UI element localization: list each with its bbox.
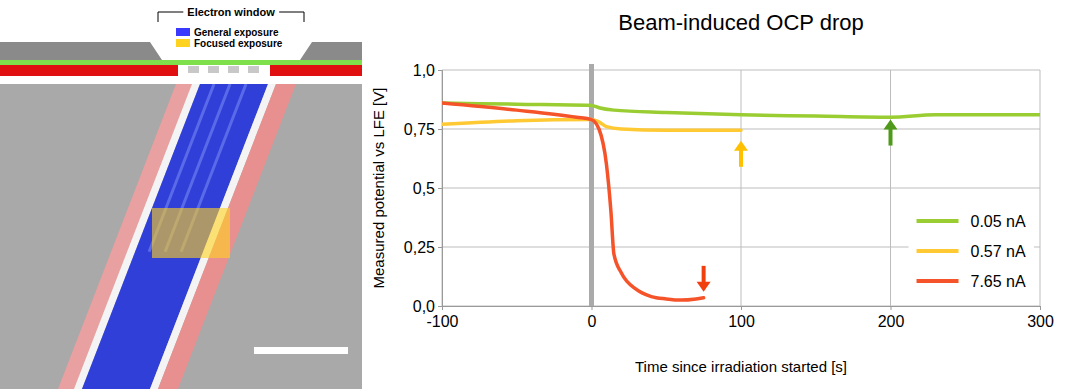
- x-tick-label: 100: [728, 313, 755, 330]
- y-axis-title: Measured potential vs LFE [V]: [370, 88, 387, 289]
- header-bracket: [158, 12, 304, 22]
- schematic-background: [0, 0, 362, 84]
- x-tick-mark: [442, 306, 443, 310]
- y-tick: 1,0: [413, 62, 442, 79]
- x-tick-label: 200: [878, 313, 905, 330]
- arrow: [697, 266, 711, 292]
- x-tick-label: 300: [1027, 313, 1054, 330]
- y-tick-mark: [438, 306, 442, 307]
- band-edge-right-white: [150, 84, 276, 389]
- electrode-left: [0, 65, 178, 76]
- chart: Beam-induced OCP drop 0,0 0,25 0,5 0,75 1,0 -1…: [370, 10, 1054, 375]
- electrode-finger: [188, 66, 199, 73]
- diagram-legend-swatch: [176, 28, 190, 36]
- legend: 0.05 nA 0.57 nA 7.65 nA: [909, 202, 1034, 300]
- x-tick-mark: [891, 306, 892, 310]
- x-axis: -100 0 100 200 300: [426, 306, 1053, 330]
- y-tick-label: 0,5: [413, 180, 435, 197]
- arrow-head: [734, 141, 748, 151]
- diagram-legend-label: Focused exposure: [194, 38, 283, 49]
- y-tick-label: 0,75: [404, 121, 435, 138]
- membrane: [0, 60, 362, 65]
- x-tick-label: -100: [426, 313, 458, 330]
- x-tick: 0: [588, 306, 597, 330]
- y-tick-mark: [438, 70, 442, 71]
- y-tick-label: 0,25: [404, 239, 435, 256]
- arrow-shaft: [702, 266, 706, 284]
- y-tick: 0,5: [413, 180, 442, 197]
- y-tick: 0,75: [404, 121, 442, 138]
- arrow-shaft: [889, 128, 893, 146]
- plot-marks: [442, 103, 1040, 300]
- x-tick-mark: [592, 306, 593, 310]
- y-axis: 0,0 0,25 0,5 0,75 1,0: [404, 62, 443, 315]
- x-tick-mark: [741, 306, 742, 310]
- arrow: [884, 120, 898, 146]
- diagram-header: Electron window: [187, 6, 275, 18]
- legend-background: [909, 202, 1034, 300]
- y-tick-mark: [438, 188, 442, 189]
- electrode-finger: [208, 66, 219, 73]
- x-tick: 100: [728, 306, 755, 330]
- arrow-shaft: [739, 149, 743, 167]
- grid: [442, 70, 1040, 306]
- electrode-right: [270, 65, 362, 76]
- grid-line-x: [890, 70, 891, 306]
- legend-label: 0.57 nA: [971, 243, 1026, 260]
- x-axis-line: [443, 307, 1041, 311]
- micrograph-background: [0, 84, 362, 389]
- x-tick-label: 0: [588, 313, 597, 330]
- y-tick-label: 0,0: [413, 298, 435, 315]
- irradiation-start-line: [589, 64, 594, 306]
- y-tick-label: 1,0: [413, 62, 435, 79]
- diagram-legend-swatch: [176, 39, 190, 47]
- series-line: [442, 103, 704, 300]
- y-tick-mark: [438, 129, 442, 130]
- arrow-head: [697, 282, 711, 292]
- scale-bar: [254, 347, 348, 354]
- legend-swatch: [917, 219, 959, 223]
- chart-title: Beam-induced OCP drop: [618, 10, 863, 35]
- focused-area: [152, 208, 230, 258]
- x-tick: 300: [1027, 306, 1054, 330]
- x-tick: 200: [878, 306, 905, 330]
- x-tick-mark: [1040, 306, 1041, 310]
- y-tick-mark: [438, 247, 442, 248]
- grid-line-x: [1040, 70, 1041, 306]
- y-axis-line: [438, 71, 443, 307]
- figure: Electron window General exposureFocused e…: [0, 0, 1074, 389]
- y-tick: 0,25: [404, 239, 442, 256]
- legend-label: 7.65 nA: [971, 273, 1026, 290]
- electrode-finger: [248, 66, 259, 73]
- legend-swatch: [917, 249, 959, 253]
- x-axis-title: Time since irradiation started [s]: [635, 358, 847, 375]
- arrow-head: [884, 120, 898, 130]
- y-tick: 0,0: [413, 298, 442, 315]
- electrode-finger: [228, 66, 239, 73]
- legend-swatch: [917, 279, 959, 283]
- arrow: [734, 141, 748, 167]
- x-tick: -100: [426, 306, 458, 330]
- legend-label: 0.05 nA: [971, 213, 1026, 230]
- grid-line-x: [741, 70, 742, 306]
- diagram-legend-label: General exposure: [194, 27, 279, 38]
- diagram-panel: Electron window General exposureFocused e…: [0, 0, 362, 389]
